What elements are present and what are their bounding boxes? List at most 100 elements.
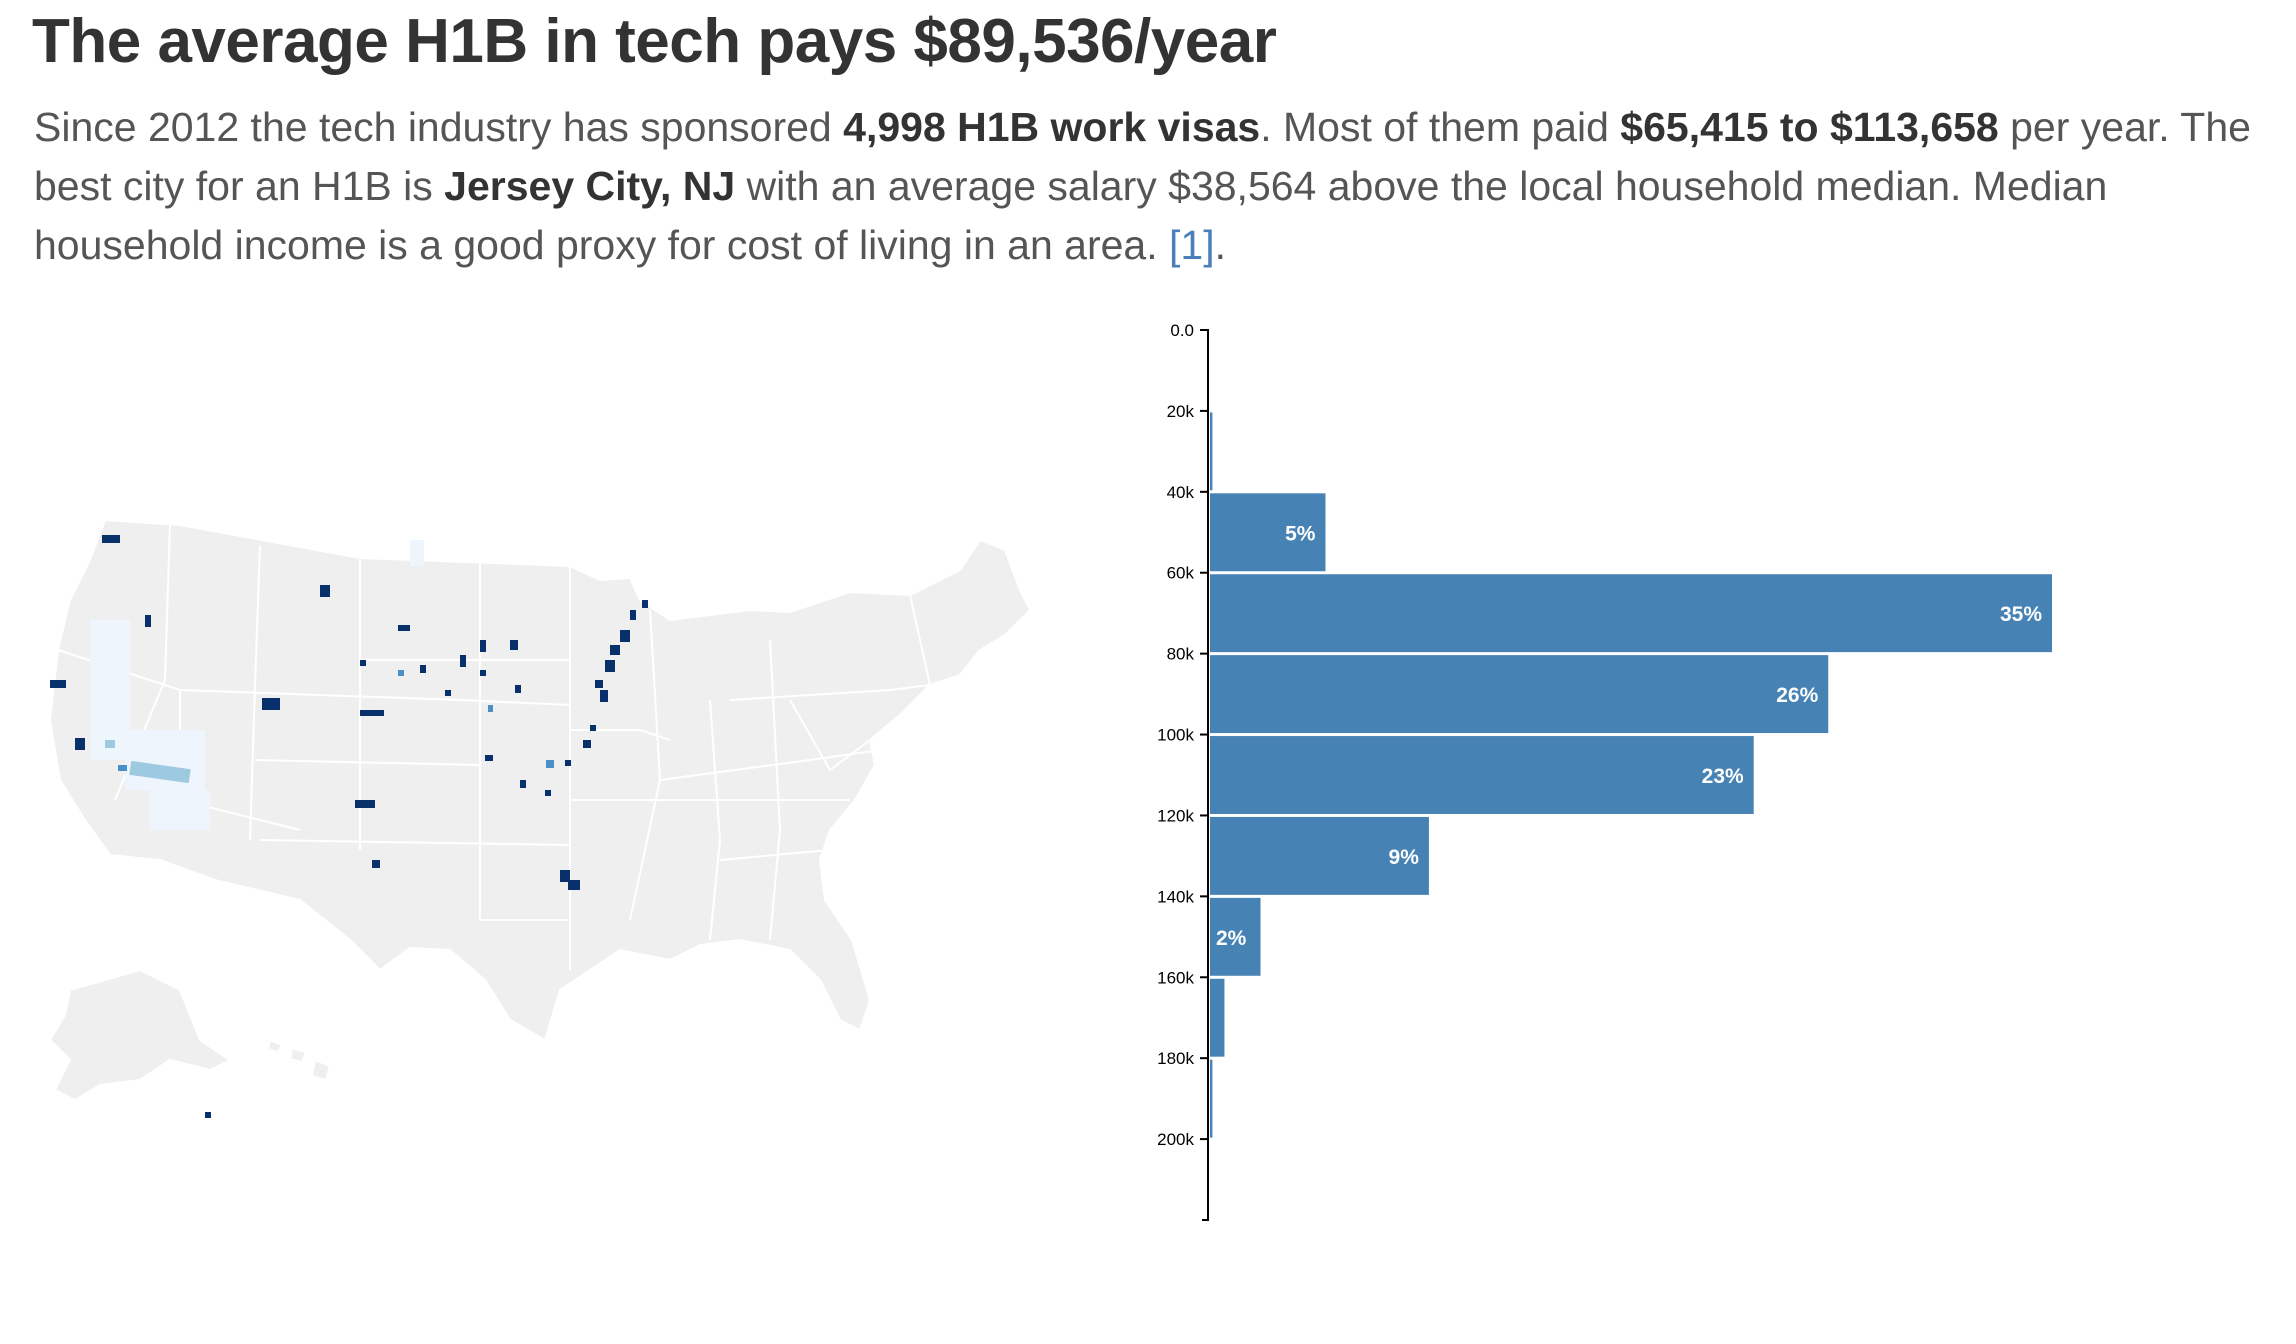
histogram-bar-8 bbox=[1210, 1059, 1213, 1138]
county-high bbox=[565, 760, 571, 766]
histogram-bar-label: 35% bbox=[2000, 603, 2042, 626]
histogram-bar-1 bbox=[1210, 493, 1326, 572]
county-high bbox=[595, 680, 603, 688]
y-tick-label: 120k bbox=[1157, 806, 1194, 825]
us-county-map bbox=[48, 518, 1030, 1118]
county-faint bbox=[125, 730, 205, 790]
map-counties bbox=[50, 535, 648, 1118]
histogram-bars: 5% 35% 26% 23% 9% 2% bbox=[1210, 412, 2052, 1138]
county-high bbox=[485, 755, 493, 761]
state-border-line bbox=[709, 699, 722, 941]
histogram-bar-label: 26% bbox=[1776, 684, 1818, 707]
county-faint bbox=[150, 790, 210, 830]
histogram-bar-label: 23% bbox=[1702, 765, 1744, 788]
county-high bbox=[420, 665, 426, 673]
county-high bbox=[560, 870, 570, 882]
county-high bbox=[630, 610, 636, 620]
county-high bbox=[360, 660, 366, 666]
summary-text-5: . bbox=[1214, 222, 1226, 268]
summary-text-2: . Most of them paid bbox=[1260, 104, 1621, 150]
county-high bbox=[205, 1112, 211, 1118]
y-axis-line bbox=[1202, 329, 1209, 1221]
county-high bbox=[545, 790, 551, 796]
state-border-line bbox=[259, 839, 571, 846]
histogram-bar-5 bbox=[1210, 816, 1429, 895]
summary-text-3: per year. The best city for an H1B is bbox=[34, 104, 2251, 209]
county-high bbox=[520, 780, 526, 788]
county-faint bbox=[90, 620, 130, 760]
histogram-bar-2 bbox=[1210, 574, 2052, 653]
y-tick-label: 100k bbox=[1157, 726, 1194, 745]
state-border-line bbox=[789, 699, 871, 772]
state-border-line bbox=[254, 759, 481, 766]
state-border-line bbox=[659, 749, 881, 781]
page-title: The average H1B in tech pays $89,536/yea… bbox=[32, 7, 1277, 76]
county-high bbox=[75, 738, 85, 750]
summary-text-1: Since 2012 the tech industry has sponsor… bbox=[34, 104, 844, 150]
histogram-bar-7 bbox=[1210, 978, 1225, 1057]
y-tick-label: 160k bbox=[1157, 968, 1194, 987]
county-high bbox=[568, 880, 580, 890]
state-border-line bbox=[719, 849, 831, 861]
county-low bbox=[105, 740, 115, 748]
county-mid bbox=[546, 760, 554, 768]
county-high bbox=[590, 725, 596, 731]
y-tick-label: 60k bbox=[1167, 564, 1195, 583]
y-tick-label: 140k bbox=[1157, 887, 1194, 906]
county-low bbox=[129, 760, 191, 784]
county-high bbox=[145, 615, 151, 627]
county-high bbox=[600, 690, 608, 702]
county-high bbox=[460, 655, 466, 667]
county-high bbox=[610, 645, 620, 655]
county-mid bbox=[488, 705, 493, 712]
county-high bbox=[320, 585, 330, 597]
county-high bbox=[445, 690, 451, 696]
y-tick-label: 200k bbox=[1157, 1130, 1194, 1149]
county-mid bbox=[398, 670, 404, 676]
county-high bbox=[355, 800, 375, 808]
state-border-line bbox=[909, 594, 931, 686]
county-high bbox=[480, 640, 486, 652]
county-high bbox=[510, 640, 518, 650]
y-tick-label: 180k bbox=[1157, 1049, 1194, 1068]
histogram-bar-4 bbox=[1210, 736, 1754, 814]
county-high bbox=[583, 740, 591, 748]
county-mid bbox=[118, 765, 127, 771]
y-tick-label: 20k bbox=[1167, 402, 1195, 421]
county-high bbox=[262, 698, 280, 710]
state-border-line bbox=[729, 684, 931, 701]
state-border-line bbox=[249, 544, 261, 841]
summary-city: Jersey City, NJ bbox=[444, 163, 736, 209]
summary-text-4: with an average salary $38,564 above the… bbox=[34, 163, 2108, 268]
y-tick-label: 0.0 bbox=[1170, 321, 1194, 340]
histogram-bar-label: 5% bbox=[1285, 522, 1316, 545]
footnote-link[interactable]: [1] bbox=[1169, 222, 1215, 268]
hawaii-shape bbox=[266, 1038, 332, 1082]
county-high bbox=[50, 680, 66, 688]
county-high bbox=[480, 670, 486, 676]
alaska-shape bbox=[48, 968, 232, 1102]
histogram-bar-label: 9% bbox=[1389, 846, 1420, 869]
y-tick-label: 80k bbox=[1167, 645, 1195, 664]
county-high bbox=[102, 535, 120, 543]
histogram-bar-6 bbox=[1210, 897, 1261, 976]
summary-paragraph: Since 2012 the tech industry has sponsor… bbox=[34, 98, 2274, 275]
histogram-bar-label: 2% bbox=[1216, 927, 1247, 950]
salary-histogram: 5% 35% 26% 23% 9% 2% 0.0 20k 40k 60k 80k 100k 120k 1… bbox=[1157, 321, 2052, 1221]
county-high bbox=[360, 710, 384, 716]
summary-visas: 4,998 H1B work visas bbox=[843, 104, 1261, 150]
histogram-bar-3 bbox=[1210, 655, 1829, 734]
y-tick-label: 40k bbox=[1167, 483, 1195, 502]
county-high bbox=[515, 685, 521, 693]
y-axis: 0.0 20k 40k 60k 80k 100k 120k 140k 160k 180k 200k bbox=[1157, 321, 1209, 1221]
county-high bbox=[620, 630, 630, 642]
county-high bbox=[605, 660, 615, 672]
contiguous-us-shape bbox=[48, 518, 1030, 1042]
county-high bbox=[372, 860, 380, 868]
county-high bbox=[398, 625, 410, 631]
histogram-bar-0 bbox=[1210, 412, 1213, 491]
county-high bbox=[642, 600, 648, 608]
summary-range: $65,415 to $113,658 bbox=[1620, 104, 1999, 150]
state-border-line bbox=[179, 689, 571, 706]
state-border-line bbox=[769, 639, 782, 941]
